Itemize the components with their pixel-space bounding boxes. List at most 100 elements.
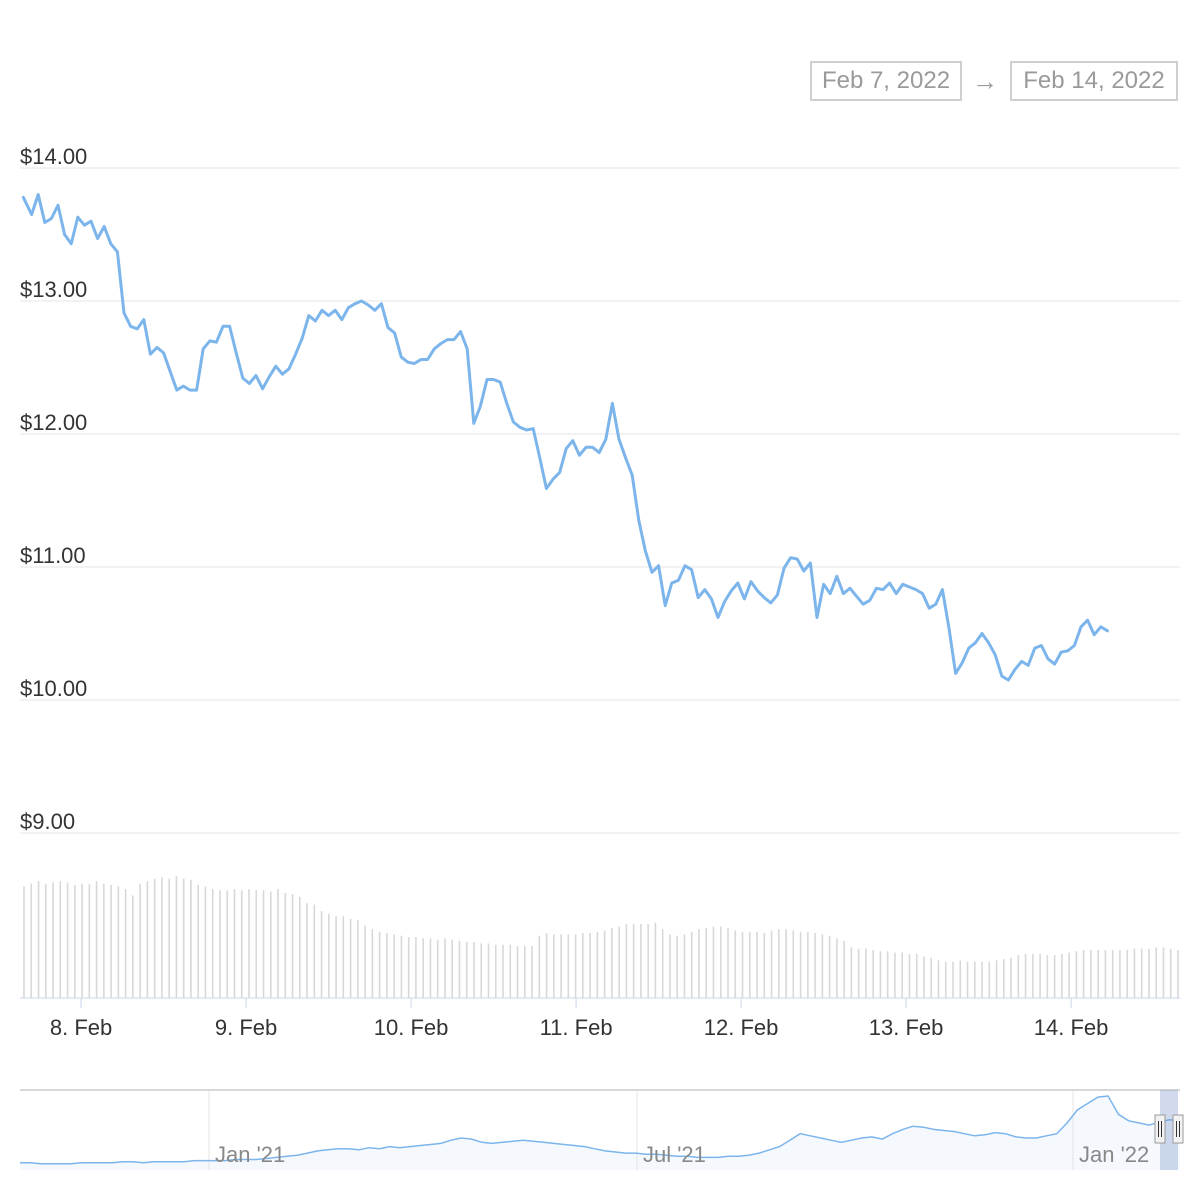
price-point <box>281 373 283 375</box>
handle-grip[interactable] <box>1154 1114 1166 1144</box>
x-tick-label: 11. Feb <box>540 1015 613 1040</box>
price-point <box>895 593 897 595</box>
price-point <box>928 607 930 609</box>
price-point <box>83 224 85 226</box>
price-point <box>30 213 33 216</box>
price-point <box>1027 664 1029 667</box>
x-tick-label: 10. Feb <box>374 1015 449 1040</box>
price-point <box>446 338 448 341</box>
price-point <box>842 593 844 595</box>
price-point <box>855 595 858 597</box>
price-point <box>862 603 864 605</box>
y-tick-label: $11.00 <box>20 543 86 568</box>
price-point <box>671 582 673 584</box>
price-point <box>57 204 59 206</box>
price-point <box>908 586 910 588</box>
price-point <box>809 562 811 564</box>
price-point <box>578 454 580 456</box>
price-point <box>525 429 528 431</box>
price-point <box>492 378 495 381</box>
price-series <box>21 193 1109 682</box>
price-point <box>512 421 514 423</box>
price-point <box>90 220 92 222</box>
price-point <box>730 590 732 592</box>
price-point <box>22 196 24 198</box>
navigator-label: Jan '22 <box>1079 1142 1149 1167</box>
price-point <box>657 565 660 567</box>
price-point <box>836 575 838 577</box>
price-point <box>301 337 303 339</box>
price-point <box>466 348 468 350</box>
price-point <box>585 446 587 448</box>
navigator-selection[interactable] <box>1160 1090 1178 1170</box>
price-point <box>235 352 237 354</box>
y-axis-labels: $14.00 $13.00 $12.00 $11.00 $10.00 $9.00 <box>20 144 87 834</box>
price-point <box>1073 644 1075 647</box>
price-point <box>393 332 396 334</box>
price-point <box>321 309 323 311</box>
price-point <box>591 446 594 448</box>
navigator-right-handle[interactable] <box>1172 1114 1184 1144</box>
price-point <box>387 327 389 329</box>
price-point <box>763 596 765 599</box>
price-point <box>242 377 244 379</box>
price-point <box>50 217 52 220</box>
price-point <box>189 389 191 391</box>
price-point <box>228 325 231 327</box>
price-point <box>374 309 376 311</box>
navigator-label: Jul '21 <box>643 1142 706 1167</box>
price-point <box>941 589 943 591</box>
price-point <box>506 402 508 405</box>
x-tick-label: 14. Feb <box>1034 1015 1109 1040</box>
price-point <box>268 376 270 378</box>
price-point <box>690 569 693 571</box>
price-point <box>433 348 435 350</box>
price-point <box>156 346 158 349</box>
price-point <box>209 340 211 342</box>
price-point <box>176 389 178 391</box>
price-point <box>644 550 646 552</box>
price-point <box>697 596 699 599</box>
price-point <box>954 672 957 675</box>
price-point <box>129 325 132 327</box>
range-from-input[interactable]: Feb 7, 2022 <box>810 61 962 101</box>
price-point <box>803 570 805 572</box>
price-point <box>961 662 963 664</box>
range-to-input[interactable]: Feb 14, 2022 <box>1010 61 1178 101</box>
price-point <box>869 599 871 601</box>
price-point <box>651 571 653 573</box>
price-point <box>558 471 561 474</box>
price-point <box>829 593 831 595</box>
navigator[interactable]: Jan '21 Jul '21 Jan '22 <box>20 1089 1184 1170</box>
price-point <box>756 590 759 592</box>
price-point <box>921 593 924 595</box>
y-tick-label: $10.00 <box>20 676 87 701</box>
price-point <box>948 627 950 629</box>
price-point <box>796 558 798 560</box>
price-point <box>149 353 151 355</box>
price-point <box>486 378 488 381</box>
price-point <box>103 225 105 228</box>
price-point <box>380 303 382 305</box>
price-point <box>677 579 679 581</box>
price-point <box>611 402 613 405</box>
price-point <box>367 304 369 306</box>
navigator-left-handle[interactable] <box>1154 1114 1166 1144</box>
handle-grip[interactable] <box>1172 1114 1184 1144</box>
price-point <box>1080 626 1082 628</box>
price-point <box>710 598 712 600</box>
x-tick-label: 13. Feb <box>869 1015 944 1040</box>
price-point <box>248 382 250 385</box>
price-point <box>519 426 521 428</box>
navigator-background <box>20 1090 1180 1170</box>
price-point <box>1100 626 1102 628</box>
price-point <box>776 594 778 596</box>
x-tick-label: 9. Feb <box>215 1015 277 1040</box>
grid-lines <box>20 167 1180 834</box>
price-point <box>1106 630 1108 632</box>
price-point <box>618 438 620 440</box>
price-point <box>816 616 818 619</box>
price-point <box>684 565 686 567</box>
y-tick-label: $9.00 <box>20 809 75 834</box>
